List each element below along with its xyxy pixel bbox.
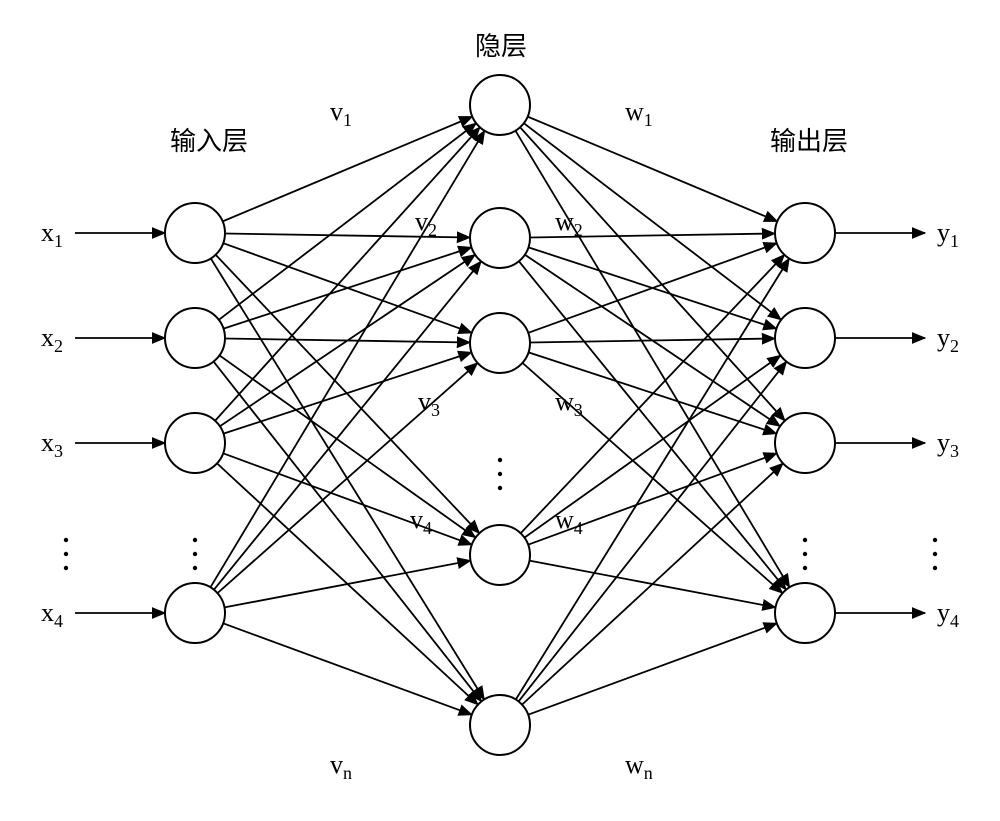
- weight-label-v2: v2: [415, 207, 437, 240]
- weight-label-v4: v4: [410, 505, 432, 538]
- input-node-2: [165, 308, 225, 368]
- output-label-y3: y3: [937, 428, 959, 461]
- hidden-node-3: [470, 313, 530, 373]
- output-node-4: [775, 583, 835, 643]
- weight-label-wn: wn: [625, 750, 653, 783]
- weight-label-w3: w3: [555, 387, 583, 420]
- weight-label-w4: w4: [555, 505, 583, 538]
- input-node-3: [165, 413, 225, 473]
- hidden-node-5: [470, 695, 530, 755]
- input-layer-title: 输入层: [170, 127, 248, 156]
- output-node-3: [775, 413, 835, 473]
- input-label-x4: x4: [41, 598, 63, 631]
- output-label-y2: y2: [937, 323, 959, 356]
- weight-label-vn: vn: [330, 750, 352, 783]
- input-node-1: [165, 203, 225, 263]
- weight-label-w2: w2: [555, 207, 583, 240]
- labels: x1 x2 x3 x4 y1 y2 y3 y4 输入层 隐层输出层 v1 v2 v3 v4 vn w1 w2 w3…: [41, 32, 959, 783]
- input-label-x3: x3: [41, 428, 63, 461]
- input-label-x2: x2: [41, 323, 63, 356]
- weight-label-w1: w1: [625, 97, 653, 130]
- weight-label-v3: v3: [418, 387, 440, 420]
- hidden-layer-title: 隐层: [475, 32, 527, 61]
- output-layer-title: 输出层: [770, 127, 848, 156]
- input-label-x1: x1: [41, 218, 63, 251]
- output-node-1: [775, 203, 835, 263]
- nodes: [165, 75, 835, 755]
- hidden-node-4: [470, 525, 530, 585]
- input-node-4: [165, 583, 225, 643]
- output-label-y4: y4: [937, 598, 959, 631]
- output-label-y1: y1: [937, 218, 959, 251]
- output-node-2: [775, 308, 835, 368]
- neural-network-diagram: x1 x2 x3 x4 y1 y2 y3 y4 输入层 隐层输出层 v1 v2 v3 v4 vn w1 w2 w3…: [0, 0, 1000, 821]
- hidden-node-2: [470, 208, 530, 268]
- hidden-node-1: [470, 75, 530, 135]
- weight-label-v1: v1: [330, 97, 352, 130]
